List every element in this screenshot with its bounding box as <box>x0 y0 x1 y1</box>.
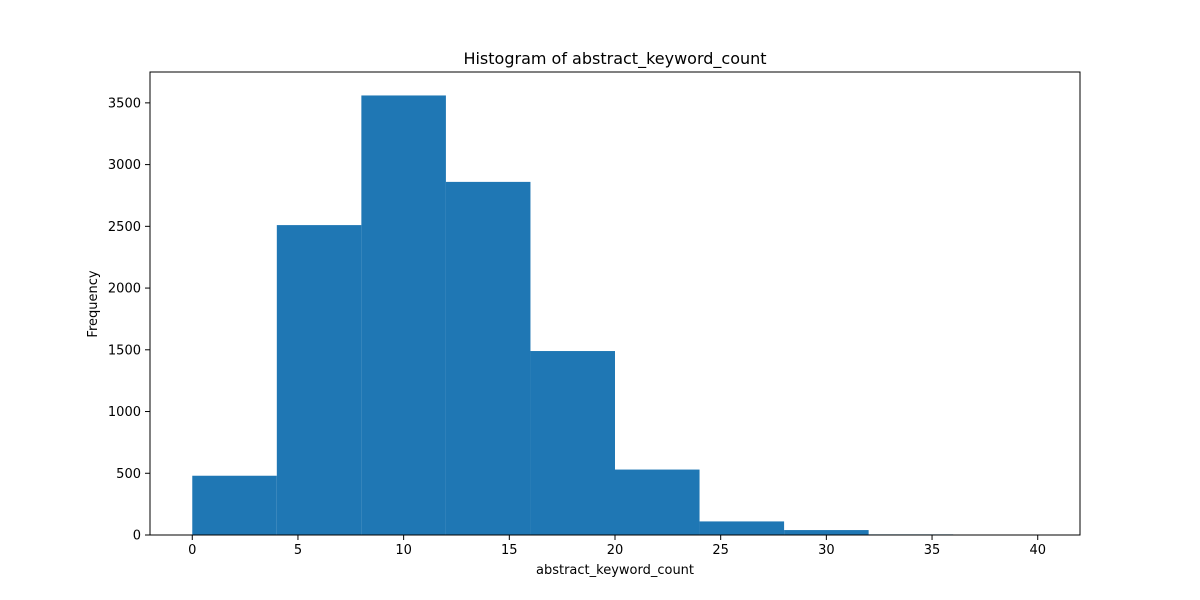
x-axis: 0 5 10 15 20 25 30 35 40 <box>188 535 1046 558</box>
y-axis: 0 500 1000 1500 2000 2500 3000 3500 <box>108 96 150 544</box>
histogram-bar <box>699 521 785 535</box>
histogram-bar <box>530 351 615 535</box>
x-tick-label: 10 <box>395 543 412 558</box>
histogram-bar <box>784 530 869 535</box>
bars-layer <box>192 95 1038 536</box>
x-tick-label: 30 <box>818 543 835 558</box>
x-tick-label: 15 <box>501 543 518 558</box>
y-tick-label: 2000 <box>108 282 141 297</box>
y-tick-label: 1000 <box>108 405 141 420</box>
x-tick-label: 40 <box>1029 543 1046 558</box>
x-tick-label: 35 <box>924 543 941 558</box>
x-tick-label: 20 <box>607 543 624 558</box>
x-tick-label: 0 <box>188 543 196 558</box>
x-axis-title: abstract_keyword_count <box>536 563 694 578</box>
x-tick-label: 25 <box>712 543 729 558</box>
histogram-bar <box>276 225 362 535</box>
histogram-bar <box>361 95 446 535</box>
y-axis-title: Frequency <box>86 270 101 337</box>
y-tick-label: 3000 <box>108 158 141 173</box>
chart-title: Histogram of abstract_keyword_count <box>463 49 766 69</box>
histogram-bar <box>615 469 700 535</box>
histogram-bar <box>445 181 531 536</box>
y-tick-label: 1500 <box>108 343 141 358</box>
histogram-bar <box>192 475 277 535</box>
x-tick-label: 5 <box>294 543 302 558</box>
y-tick-label: 0 <box>133 529 141 544</box>
y-tick-label: 2500 <box>108 220 141 235</box>
y-tick-label: 3500 <box>108 96 141 111</box>
y-tick-label: 500 <box>116 467 141 482</box>
